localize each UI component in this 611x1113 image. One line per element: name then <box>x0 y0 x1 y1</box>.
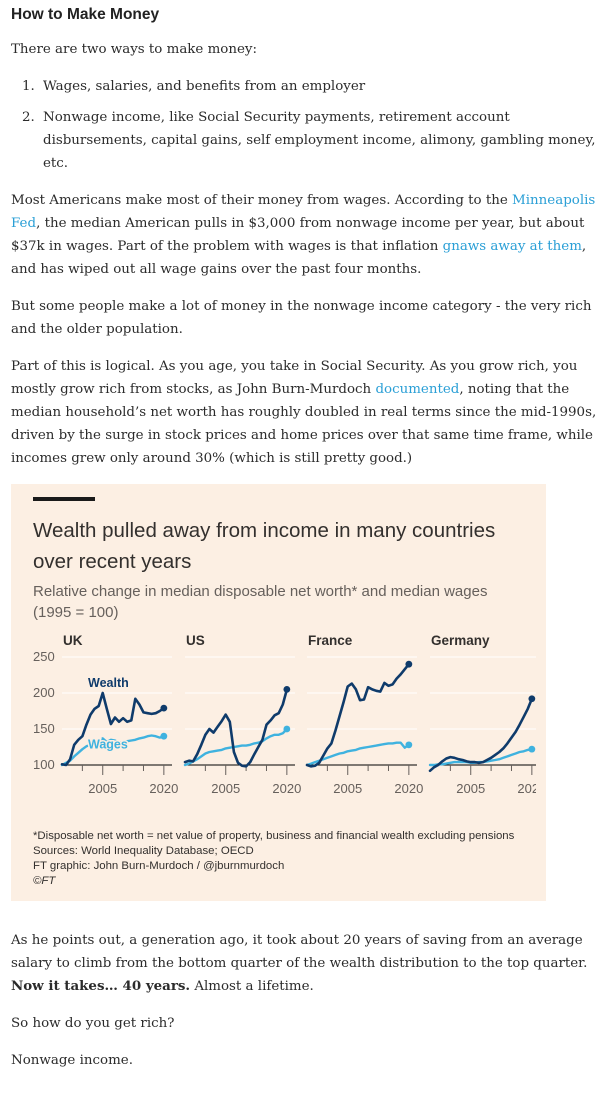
series-line-wealth <box>60 691 166 767</box>
paragraph-wealth: Part of this is logical. As you age, you… <box>11 355 601 470</box>
link-gnaws-away[interactable]: gnaws away at them <box>442 239 582 254</box>
ft-chart: Wealth pulled away from income in many c… <box>11 484 546 901</box>
emphasis-40-years: Now it takes… 40 years. <box>11 978 191 994</box>
x-tick-label: 2020 <box>149 781 178 796</box>
chart-copyright: ©FT <box>33 875 56 887</box>
paragraph-answer: Nonwage income. <box>11 1053 133 1068</box>
series-line-wealth <box>305 662 411 768</box>
x-tick-label: 2005 <box>333 781 362 796</box>
panel-title: US <box>186 633 205 648</box>
income-types-list: Wages, salaries, and benefits from an em… <box>11 75 601 175</box>
section-heading: How to Make Money <box>11 6 160 23</box>
series-endpoint-wages <box>160 732 168 740</box>
chart-accent-bar <box>33 497 95 501</box>
chart-subtitle: Relative change in median disposable net… <box>33 583 488 621</box>
paragraph-wages: Most Americans make most of their money … <box>11 189 601 281</box>
article: How to Make Money There are two ways to … <box>0 0 611 1072</box>
x-tick-label: 2020 <box>272 781 301 796</box>
paragraph-generation: As he points out, a generation ago, it t… <box>11 929 601 998</box>
text: Part of this is logical. As you age, you… <box>11 359 578 397</box>
chart-plot: 100 150 200 250 2005 2020 UK Wealth Wages 2005 202… <box>33 633 536 796</box>
series-label-wealth: Wealth <box>88 676 129 690</box>
series-label-wages: Wages <box>88 737 128 751</box>
series-line-wages <box>60 734 166 767</box>
y-tick-label: 250 <box>33 649 55 664</box>
y-tick-label: 150 <box>33 721 55 736</box>
panel-title: Germany <box>431 633 490 648</box>
series-line-wealth <box>428 697 534 773</box>
series-endpoint-wages <box>283 725 291 733</box>
series-endpoint-wages <box>528 745 536 753</box>
chart-title: Wealth pulled away from income in many c… <box>33 519 496 573</box>
x-tick-label: 2005 <box>88 781 117 796</box>
series-endpoint-wages <box>405 741 413 749</box>
intro-paragraph: There are two ways to make money: <box>11 42 257 57</box>
text: As he points out, a generation ago, it t… <box>11 933 588 971</box>
x-tick-label: 2005 <box>456 781 485 796</box>
series-endpoint-wealth <box>283 686 291 693</box>
series-endpoint-wealth <box>405 660 413 668</box>
chart-sources: Sources: World Inequality Database; OECD <box>33 845 254 857</box>
panel-title: UK <box>63 633 83 648</box>
paragraph-nonwage: But some people make a lot of money in t… <box>11 299 592 337</box>
list-item: Wages, salaries, and benefits from an em… <box>39 75 601 98</box>
chart-notes: *Disposable net worth = net value of pro… <box>33 829 526 889</box>
text: Most Americans make most of their money … <box>11 193 513 208</box>
text: Almost a lifetime. <box>190 979 314 994</box>
text: , noting that the median household’s net… <box>11 382 597 466</box>
series-line-wages <box>183 727 289 767</box>
series-line-wealth <box>183 688 289 768</box>
chart-graphic-credit: FT graphic: John Burn-Murdoch / @jburnmu… <box>33 860 285 872</box>
list-item: Nonwage income, like Social Security pay… <box>39 106 601 175</box>
text: , and has wiped out all wage gains over … <box>11 239 587 277</box>
series-endpoint-wealth <box>528 695 536 703</box>
link-minneapolis-fed[interactable]: Minneapolis Fed <box>11 193 596 231</box>
chart-footnote: *Disposable net worth = net value of pro… <box>33 830 515 842</box>
text: , the median American pulls in $3,000 fr… <box>11 216 585 254</box>
paragraph-question: So how do you get rich? <box>11 1016 175 1031</box>
link-documented[interactable]: documented <box>375 382 460 397</box>
series-endpoint-wealth <box>160 704 168 712</box>
x-tick-label: 2020 <box>517 781 536 796</box>
panel-title: France <box>308 633 353 648</box>
y-tick-label: 100 <box>33 757 55 772</box>
x-tick-label: 2020 <box>394 781 423 796</box>
series-line-wages <box>305 741 411 767</box>
y-tick-label: 200 <box>33 685 55 700</box>
x-tick-label: 2005 <box>211 781 240 796</box>
